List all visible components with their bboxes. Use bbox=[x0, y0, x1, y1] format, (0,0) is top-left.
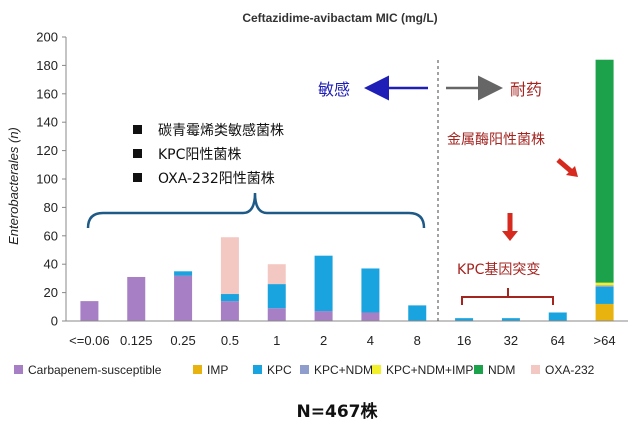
resistant-label: 耐药 bbox=[510, 80, 542, 99]
group-brace bbox=[86, 192, 426, 229]
kpc-down-arrowhead bbox=[502, 231, 518, 241]
bullet-icon bbox=[133, 173, 142, 182]
x-tick-label: 16 bbox=[457, 333, 471, 348]
legend-swatch bbox=[253, 365, 262, 374]
legend-label: KPC+NDM bbox=[314, 363, 373, 377]
legend-label: OXA-232 bbox=[545, 363, 595, 377]
bar-segment bbox=[595, 282, 614, 286]
legend-swatch bbox=[474, 365, 483, 374]
legend-swatch bbox=[14, 365, 23, 374]
legend-swatch bbox=[531, 365, 540, 374]
bar-segment bbox=[174, 271, 193, 276]
bullet-icon bbox=[133, 125, 142, 134]
bar-segment bbox=[80, 301, 99, 321]
metallo-arrowhead bbox=[566, 166, 578, 177]
y-tick-label: 60 bbox=[44, 228, 58, 243]
y-tick-label: 200 bbox=[36, 30, 58, 45]
legend-swatch bbox=[300, 365, 309, 374]
footer-total: N=467株 bbox=[297, 401, 379, 422]
bar-segment bbox=[595, 59, 614, 283]
y-tick-label: 180 bbox=[36, 58, 58, 73]
sensitive-label: 敏感 bbox=[318, 80, 350, 99]
bar-segment bbox=[595, 285, 614, 287]
bar-segment bbox=[174, 275, 193, 321]
metallo-label: 金属酶阳性菌株 bbox=[447, 132, 545, 148]
bar-segment bbox=[267, 284, 286, 309]
y-tick-label: 100 bbox=[36, 172, 58, 187]
legend-label: IMP bbox=[207, 363, 228, 377]
x-tick-label: 1 bbox=[273, 333, 280, 348]
bar-segment bbox=[314, 311, 333, 321]
y-tick-label: 80 bbox=[44, 200, 58, 215]
x-tick-label: 0.5 bbox=[221, 333, 239, 348]
y-axis: 0 20 40 60 80 100 120 140 160 180 200 bbox=[36, 30, 67, 329]
x-tick-label: 0.125 bbox=[120, 333, 153, 348]
bar-segment bbox=[127, 276, 146, 321]
legend-label: Carbapenem-susceptible bbox=[28, 363, 162, 377]
y-tick-label: 120 bbox=[36, 143, 58, 158]
group-item-3: OXA-232阳性菌株 bbox=[158, 171, 275, 187]
legend: Carbapenem-susceptible IMP KPC KPC+NDM KPC+N… bbox=[14, 363, 595, 377]
x-tick-label: 32 bbox=[504, 333, 518, 348]
bar-segment bbox=[455, 318, 474, 321]
kpc-mutation-label: KPC基因突变 bbox=[457, 261, 540, 278]
y-tick-label: 160 bbox=[36, 86, 58, 101]
bullet-icon bbox=[133, 149, 142, 158]
bar-segment bbox=[267, 264, 286, 285]
metallo-arrow bbox=[556, 158, 574, 174]
bar-segment bbox=[220, 237, 239, 295]
bar-segment bbox=[267, 308, 286, 321]
legend-swatch bbox=[193, 365, 202, 374]
bars bbox=[80, 59, 614, 321]
y-tick-label: 40 bbox=[44, 257, 58, 272]
x-tick-label: <=0.06 bbox=[69, 333, 110, 348]
y-axis-label: Enterobacterales (n) bbox=[6, 127, 21, 245]
y-tick-label: 0 bbox=[51, 314, 58, 329]
kpc-bracket bbox=[461, 288, 554, 305]
group-annotation-list: 碳青霉烯类敏感菌株 KPC阳性菌株 OXA-232阳性菌株 bbox=[133, 122, 284, 187]
bar-segment bbox=[220, 294, 239, 302]
legend-label: NDM bbox=[488, 363, 515, 377]
chart-title: Ceftazidime-avibactam MIC (mg/L) bbox=[242, 11, 437, 25]
x-tick-label: 2 bbox=[320, 333, 327, 348]
bar-segment bbox=[408, 305, 427, 321]
legend-label: KPC bbox=[267, 363, 292, 377]
x-tick-label: 64 bbox=[551, 333, 565, 348]
bar-segment bbox=[595, 303, 614, 321]
y-tick-label: 140 bbox=[36, 115, 58, 130]
x-tick-label: >64 bbox=[594, 333, 616, 348]
group-item-2: KPC阳性菌株 bbox=[158, 147, 241, 163]
group-item-1: 碳青霉烯类敏感菌株 bbox=[158, 122, 284, 139]
bar-segment bbox=[501, 318, 520, 321]
bar-segment bbox=[548, 312, 567, 321]
x-tick-label: 4 bbox=[367, 333, 374, 348]
bar-segment bbox=[220, 301, 239, 321]
x-tick-label: 0.25 bbox=[170, 333, 195, 348]
bar-segment bbox=[595, 286, 614, 304]
legend-label: KPC+NDM+IMP bbox=[386, 363, 473, 377]
x-tick-label: 8 bbox=[414, 333, 421, 348]
bar-segment bbox=[361, 268, 380, 313]
bar-segment bbox=[314, 255, 333, 312]
y-tick-label: 20 bbox=[44, 285, 58, 300]
bar-segment bbox=[361, 312, 380, 321]
legend-swatch bbox=[372, 365, 381, 374]
x-axis: <=0.06 0.125 0.25 0.5 1 2 4 8 16 32 64 >64 bbox=[66, 320, 628, 348]
